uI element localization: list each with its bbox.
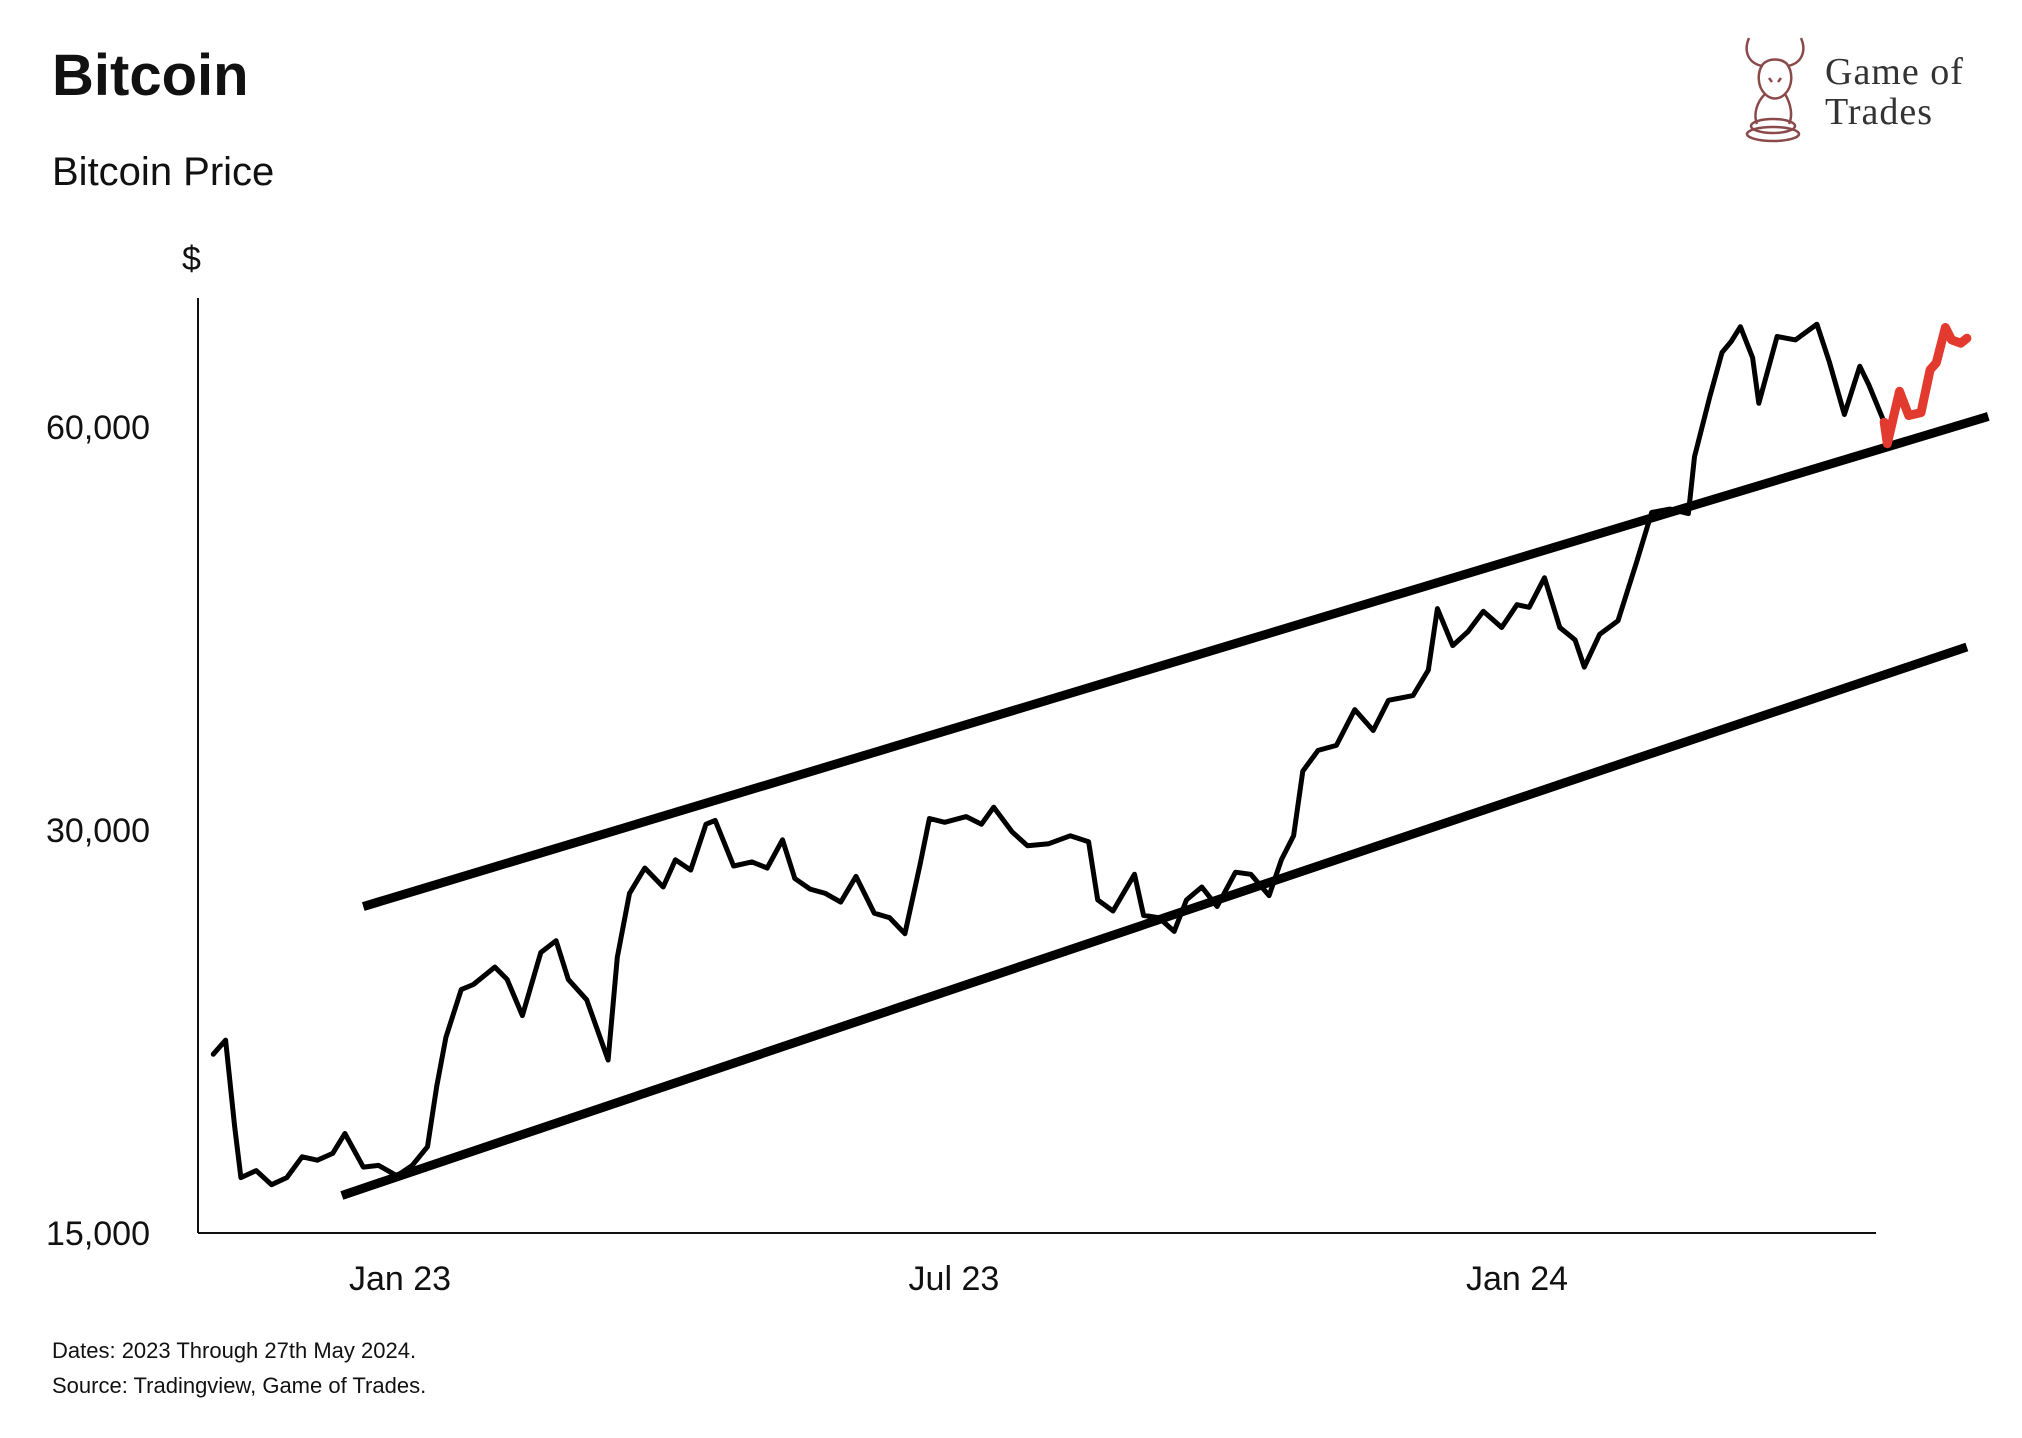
- logo-line1: Game of: [1825, 51, 1964, 93]
- y-tick-label: 15,000: [46, 1215, 150, 1253]
- recent-price-line: [1879, 323, 1972, 449]
- channel-upper-line: [361, 412, 1990, 911]
- x-tick-label: Jan 23: [349, 1260, 451, 1298]
- y-tick-label: 30,000: [46, 812, 150, 850]
- x-tick-label: Jan 24: [1466, 1260, 1568, 1298]
- channel-lower-line: [340, 642, 1969, 1200]
- footer-dates: Dates: 2023 Through 27th May 2024.: [52, 1338, 417, 1363]
- footer-source: Source: Tradingview, Game of Trades.: [52, 1373, 427, 1398]
- logo-line2: Trades: [1825, 91, 1934, 133]
- chart-subtitle: Bitcoin Price: [52, 150, 275, 194]
- chart-title: Bitcoin: [52, 43, 249, 108]
- y-tick-label: 60,000: [46, 409, 150, 447]
- brand-logo: Game of Trades: [1735, 28, 1985, 158]
- price-line: [210, 321, 1887, 1188]
- y-axis-label: $: [182, 240, 201, 278]
- bull-knight-icon: [1745, 37, 1805, 143]
- x-tick-label: Jul 23: [909, 1260, 1000, 1298]
